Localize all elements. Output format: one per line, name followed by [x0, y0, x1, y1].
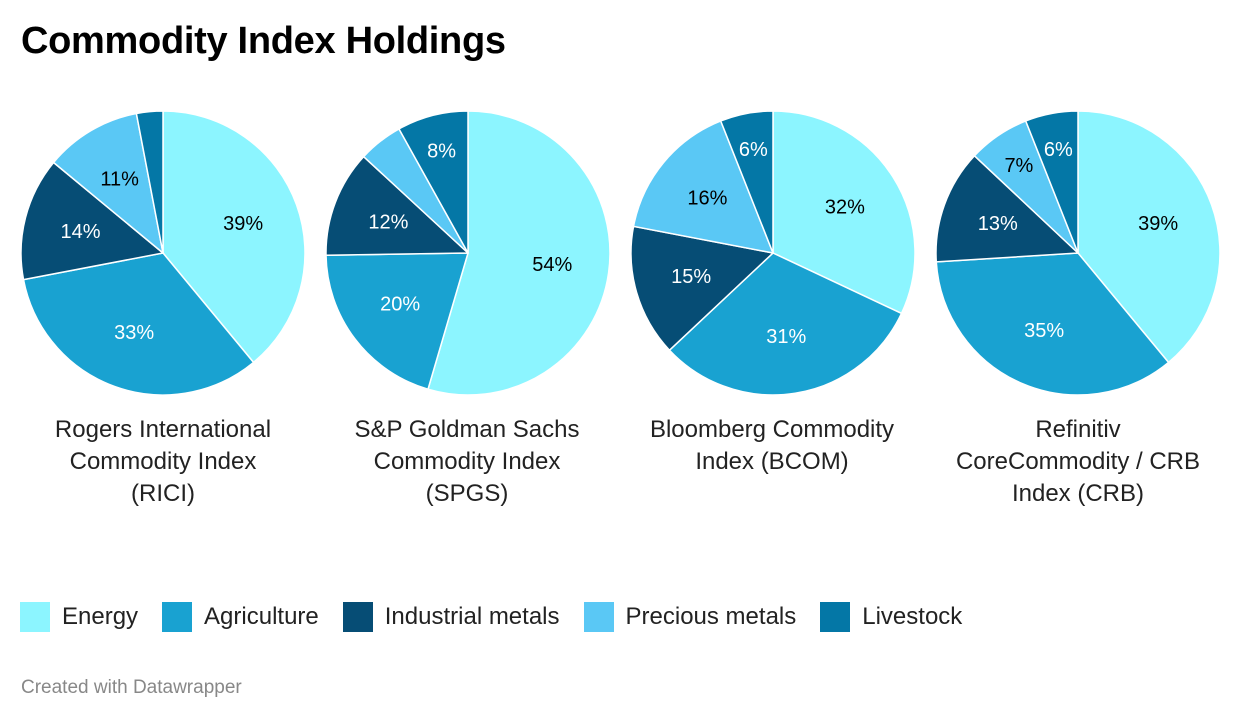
slice-label-industrial-metals: 13% — [978, 213, 1018, 235]
legend-swatch-energy — [20, 602, 50, 632]
pie-slice-industrial-metals — [20, 161, 164, 281]
slice-label-agriculture: 35% — [1024, 320, 1064, 342]
slice-label-livestock: 6% — [739, 139, 768, 161]
pie-slice-energy — [162, 110, 306, 364]
slice-label-agriculture: 20% — [380, 294, 420, 316]
pie-slice-energy — [772, 110, 916, 315]
pie-chart-spgs: 54% 20% 12% 8% — [323, 108, 613, 398]
legend-item-agriculture: Agriculture — [162, 602, 319, 632]
legend-swatch-precious-metals — [583, 602, 614, 632]
pie-slice-agriculture — [22, 252, 255, 396]
slice-label-energy: 39% — [1138, 213, 1178, 235]
slice-label-livestock: 6% — [1044, 139, 1073, 161]
pie-chart-rici: 39% 33% 14% 11% — [18, 108, 308, 398]
legend-item-industrial-metals: Industrial metals — [342, 602, 560, 632]
legend-item-precious-metals: Precious metals — [583, 602, 797, 632]
pie-label-rici: Rogers International Commodity Index (RI… — [54, 416, 272, 507]
legend-swatch-industrial-metals — [342, 602, 373, 632]
credit-text: Created with Datawrapper — [21, 677, 242, 698]
slice-label-agriculture: 33% — [114, 322, 154, 344]
legend-swatch-livestock — [820, 602, 851, 632]
pie-slice-industrial-metals — [325, 155, 469, 256]
slice-label-energy: 39% — [223, 213, 263, 235]
pie-slice-precious-metals — [632, 120, 774, 254]
pie-slice-energy — [1077, 110, 1221, 364]
pie-slice-livestock — [719, 110, 774, 254]
pie-slice-agriculture — [668, 252, 903, 396]
pie-slice-livestock — [398, 110, 469, 254]
slice-label-agriculture: 31% — [766, 326, 806, 348]
chart-title: Commodity Index Holdings — [21, 20, 506, 62]
pie-slice-industrial-metals — [630, 225, 774, 351]
legend-label-industrial-metals: Industrial metals — [384, 603, 560, 630]
slice-label-precious-metals: 16% — [687, 188, 727, 210]
legend-item-livestock: Livestock — [820, 602, 962, 632]
pie-chart-bcom: 32% 31% 15% 16% 6% — [628, 108, 918, 398]
legend-swatch-agriculture — [162, 602, 193, 632]
pie-chart-crb: 39% 35% 13% 7% 6% — [933, 108, 1223, 398]
slice-label-energy: 54% — [532, 254, 572, 276]
legend-label-livestock: Livestock — [862, 603, 963, 630]
legend-item-energy: Energy — [20, 602, 138, 632]
pie-slice-agriculture — [935, 252, 1170, 396]
pie-slice-agriculture — [325, 252, 469, 390]
legend-label-agriculture: Agriculture — [204, 603, 319, 630]
pie-label-bcom: Bloomberg Commodity Index (BCOM) — [649, 416, 895, 475]
slice-label-precious-metals: 7% — [1004, 155, 1033, 177]
legend-label-precious-metals: Precious metals — [625, 603, 797, 630]
legend-label-energy: Energy — [62, 603, 139, 630]
legend: Energy Agriculture Industrial metals Pre… — [20, 601, 986, 633]
pie-slice-precious-metals — [52, 112, 164, 254]
pie-slice-livestock — [135, 110, 164, 254]
pie-slice-livestock — [1024, 110, 1079, 254]
pie-label-crb: Refinitiv CoreCommodity / CRB Index (CRB… — [955, 416, 1201, 507]
pie-slice-energy — [427, 110, 611, 396]
slice-label-precious-metals: 11% — [100, 169, 139, 191]
slice-label-livestock: 8% — [427, 140, 456, 162]
pie-label-spgs: S&P Goldman Sachs Commodity Index (SPGS) — [354, 416, 580, 507]
slice-label-industrial-metals: 14% — [60, 221, 100, 243]
slice-label-energy: 32% — [825, 196, 865, 218]
slice-label-industrial-metals: 12% — [368, 212, 408, 234]
pie-slice-industrial-metals — [935, 155, 1079, 263]
slice-label-industrial-metals: 15% — [671, 266, 711, 288]
